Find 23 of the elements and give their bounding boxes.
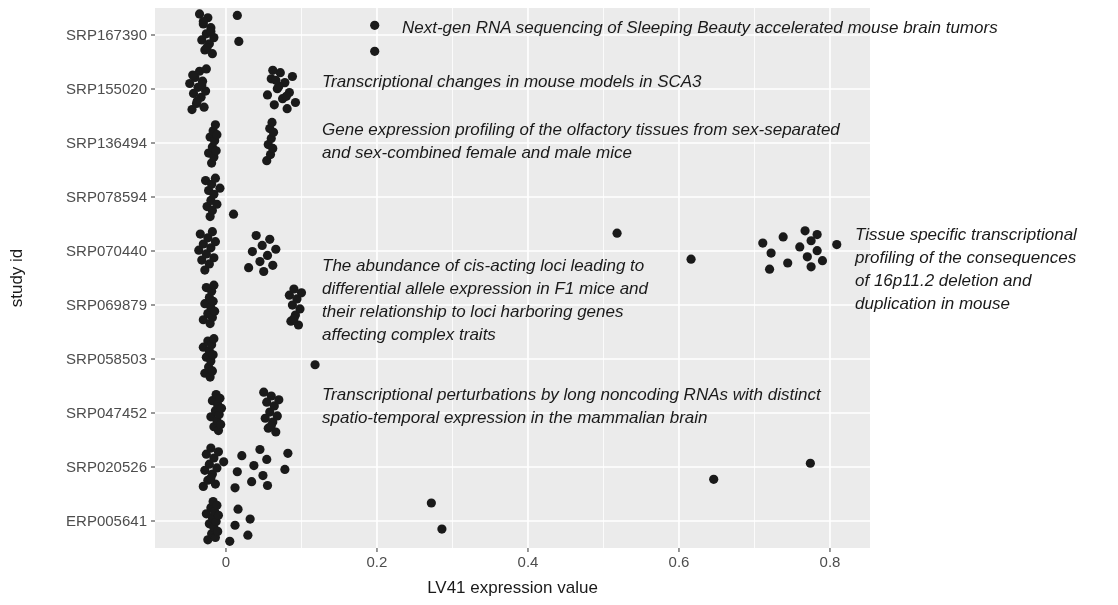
annotation: Transcriptional perturbations by long noncoding RNAs with distinct spatio-temporal expression in the mammalian brain [322,384,822,427]
y-tick-label: SRP020526 [66,458,147,476]
annotation: The abundance of cis-acting loci leading to differential allele expression in F1 mice and their relationship to loci harboring genes affecting complex traits [322,255,649,344]
x-axis-title: LV41 expression value [427,578,598,597]
y-tick-label: SRP047452 [66,404,147,422]
y-tick-label: SRP058503 [66,350,147,368]
x-tick-label: 0 [221,553,231,570]
annotation: Next-gen RNA sequencing of Sleeping Beauty accelerated mouse brain tumors [402,17,999,37]
x-tick-label: 0.8 [819,553,841,570]
x-tick-label: 0.2 [366,553,388,570]
y-tick-label: SRP069879 [66,296,147,314]
x-tick-label: 0.4 [517,553,539,570]
annotation: Gene expression profiling of the olfactory tissues from sex-separated and sex-combined female and male mice [322,119,841,162]
y-tick-label: SRP167390 [66,26,147,44]
y-tick-label: SRP070440 [66,242,147,260]
y-tick-label: ERP005641 [66,512,147,530]
y-tick-label: SRP155020 [66,80,147,98]
x-tick-label: 0.6 [668,553,690,570]
annotation: Tissue specific transcriptional profiling of the consequences of 16p11.2 deletion and duplication in mouse [854,224,1079,313]
y-tick-label: SRP136494 [66,134,147,152]
y-tick-label: SRP078594 [66,188,147,206]
y-axis-title: study id [7,248,26,308]
annotation: Transcriptional changes in mouse models in SCA3 [322,71,703,91]
